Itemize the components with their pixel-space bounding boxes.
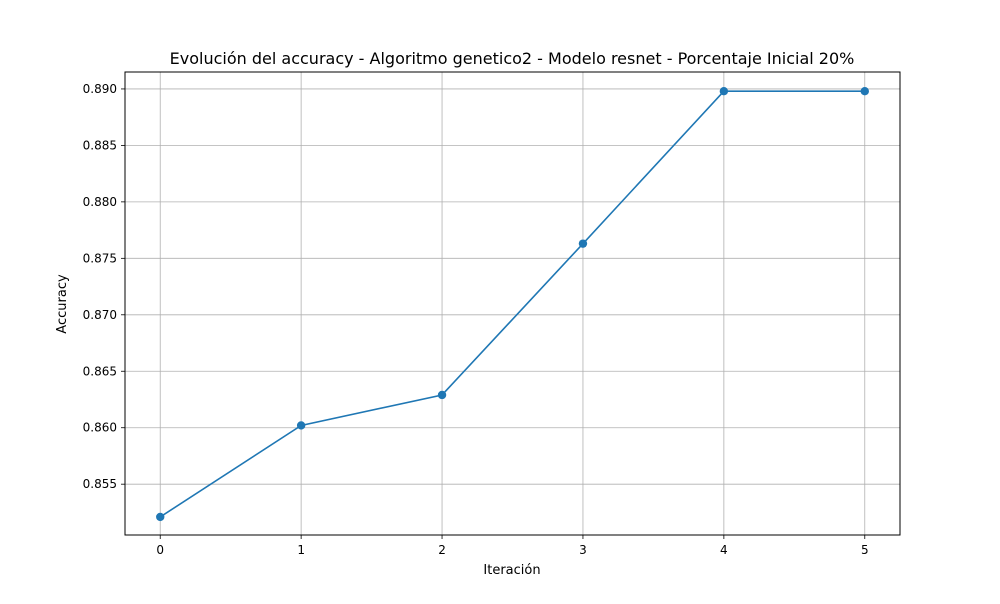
chart-title: Evolución del accuracy - Algoritmo genet… [170, 49, 855, 68]
y-tick-label: 0.880 [83, 195, 117, 209]
data-point [437, 390, 447, 400]
data-point [156, 512, 165, 522]
y-tick-label: 0.890 [83, 82, 117, 96]
axis-ticks: 0 1 2 3 4 5 0.855 0.860 0.865 0.870 0.875 0.880 0.88… [83, 82, 869, 557]
y-tick-label: 0.860 [83, 421, 117, 435]
y-tick-label: 0.855 [83, 477, 117, 491]
y-tick-label: 0.865 [83, 364, 117, 378]
data-point [296, 421, 306, 430]
series-layer [156, 86, 869, 522]
grid-lines [125, 72, 900, 535]
x-axis-label: Iteración [483, 563, 540, 578]
x-tick-label: 3 [579, 543, 587, 557]
series-line [159, 90, 865, 518]
data-point [719, 86, 729, 96]
x-tick-label: 1 [297, 543, 305, 557]
y-tick-label: 0.870 [83, 308, 117, 322]
x-tick-label: 5 [861, 543, 869, 557]
x-tick-label: 0 [156, 543, 164, 557]
x-tick-label: 2 [438, 543, 446, 557]
x-tick-label: 4 [720, 543, 728, 557]
plot-frame [124, 71, 901, 536]
data-point [578, 239, 588, 248]
data-point [860, 86, 869, 96]
y-tick-label: 0.875 [83, 251, 117, 265]
y-tick-label: 0.885 [83, 138, 117, 152]
y-axis-label: Accuracy [55, 274, 70, 334]
